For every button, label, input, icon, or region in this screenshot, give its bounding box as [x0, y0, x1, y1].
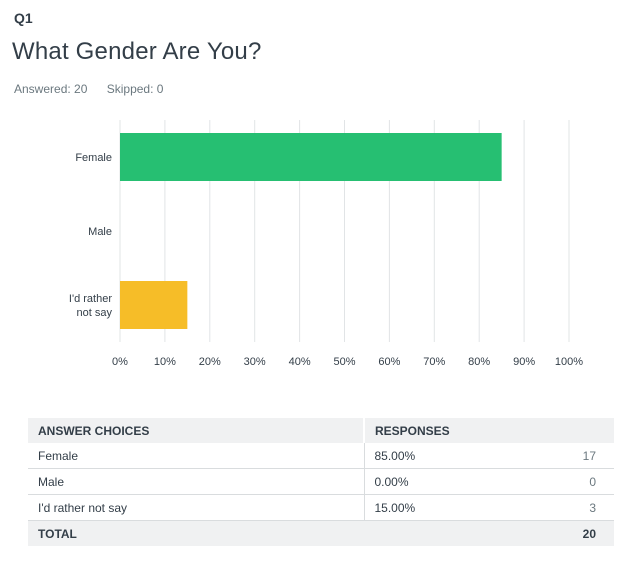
x-tick-label: 70% [423, 356, 445, 368]
x-tick-label: 40% [289, 356, 311, 368]
x-tick-label: 100% [555, 356, 583, 368]
question-title: What Gender Are You? [12, 38, 262, 65]
table-total-row: TOTAL 20 [28, 520, 614, 546]
x-tick-label: 10% [154, 356, 176, 368]
category-label: Female [75, 152, 112, 164]
choice-count: 0 [524, 468, 614, 495]
table-header-row: ANSWER CHOICES RESPONSES [28, 418, 614, 443]
chart-category-labels: Female Male I'd rather not say [69, 152, 113, 319]
choice-label: I'd rather not say [28, 494, 364, 521]
choice-percent: 0.00% [363, 468, 524, 495]
response-meta: Answered: 20 Skipped: 0 [14, 82, 179, 96]
total-spacer [364, 520, 524, 546]
table-row: Female 85.00% 17 [28, 443, 614, 469]
x-tick-label: 30% [244, 356, 266, 368]
x-tick-label: 60% [378, 356, 400, 368]
total-count: 20 [524, 520, 614, 546]
bar-chart: Female Male I'd rather not say 0% 10% 20% 30% 4… [69, 120, 583, 368]
total-label: TOTAL [28, 520, 364, 546]
category-label: Male [88, 226, 112, 238]
bar-0 [120, 133, 502, 181]
x-tick-label: 90% [513, 356, 535, 368]
category-label: I'd rather not say [69, 293, 113, 319]
table-row: Male 0.00% 0 [28, 468, 614, 495]
x-tick-label: 80% [468, 356, 490, 368]
chart-tick-labels: 0% 10% 20% 30% 40% 50% 60% 70% 80% 90% 100% [112, 356, 583, 368]
choice-count: 3 [524, 494, 614, 521]
choice-label: Female [28, 443, 364, 469]
question-number: Q1 [14, 10, 33, 26]
bar-2 [120, 281, 188, 329]
skipped-count: Skipped: 0 [106, 82, 164, 96]
x-tick-label: 0% [112, 356, 128, 368]
x-tick-label: 20% [199, 356, 221, 368]
answered-count: Answered: 20 [14, 82, 88, 96]
header-answer-choices: ANSWER CHOICES [28, 418, 364, 443]
choice-percent: 85.00% [363, 443, 524, 469]
header-responses: RESPONSES [363, 418, 614, 443]
table-row: I'd rather not say 15.00% 3 [28, 494, 614, 521]
chart-bars [120, 133, 502, 329]
choice-count: 17 [524, 443, 614, 469]
results-table: ANSWER CHOICES RESPONSES Female 85.00% 1… [28, 418, 614, 546]
choice-percent: 15.00% [363, 494, 524, 521]
choice-label: Male [28, 468, 364, 495]
x-tick-label: 50% [333, 356, 355, 368]
